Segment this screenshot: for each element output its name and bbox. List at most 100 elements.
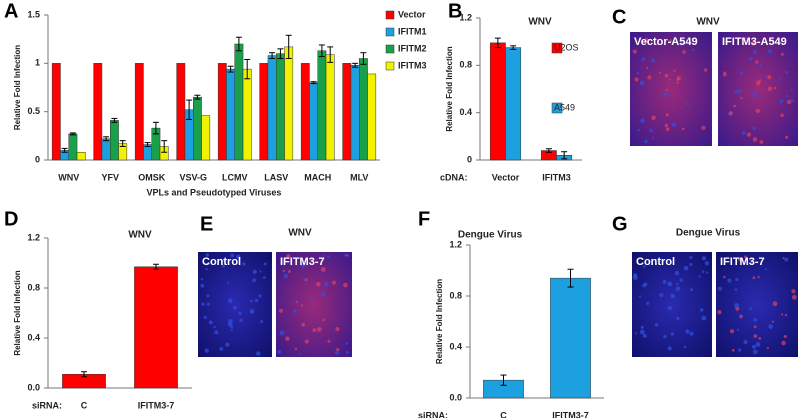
error-bar: [61, 147, 68, 153]
cell-dot: [765, 268, 768, 271]
category-axis-label: cDNA:: [440, 172, 468, 182]
y-tick-label: 0.4: [27, 332, 40, 342]
cell-dot: [736, 328, 739, 331]
cell-dot: [322, 318, 325, 322]
cell-dot: [294, 347, 298, 351]
error-bar: [310, 81, 317, 85]
cell-dot: [717, 310, 722, 315]
cell-dot: [676, 76, 681, 81]
bar: [193, 96, 202, 161]
x-tick-label: LASV: [264, 172, 288, 182]
cell-dot: [782, 257, 785, 260]
cell-dot: [669, 94, 672, 97]
x-tick-label: MACH: [304, 172, 331, 182]
y-tick-label: 0: [35, 154, 40, 164]
cell-dot: [300, 304, 304, 307]
cell-dot: [689, 263, 693, 266]
panel-letter: G: [612, 213, 628, 235]
cell-dot: [640, 326, 644, 329]
cell-dot: [639, 80, 645, 86]
cell-dot: [200, 278, 204, 281]
cell-dot: [752, 92, 758, 98]
cell-dot: [752, 137, 758, 142]
legend-label: U2OS: [554, 42, 579, 52]
cell-dot: [667, 346, 672, 351]
cell-dot: [214, 330, 219, 335]
error-bar: [227, 65, 234, 73]
error-bar: [561, 151, 568, 160]
cell-dot: [649, 128, 653, 133]
cell-dot: [772, 301, 778, 307]
error-bar: [103, 136, 110, 142]
x-axis-label: VPLs and Pseudotyped Viruses: [147, 187, 282, 197]
cell-dot: [743, 340, 748, 345]
cell-dot: [717, 286, 722, 291]
cell-dot: [701, 315, 707, 321]
error-bar: [318, 44, 325, 58]
cell-dot: [679, 278, 683, 282]
cell-dot: [320, 267, 326, 272]
bar: [505, 47, 522, 161]
cell-dot: [723, 71, 727, 75]
error-bar: [119, 140, 126, 147]
cell-dot: [662, 92, 667, 97]
x-tick-label: Vector: [492, 172, 520, 182]
cell-dot: [642, 333, 647, 338]
cell-dot: [723, 275, 726, 279]
y-tick-label: 1.5: [27, 9, 40, 19]
y-axis-label: Relative Fold Infection: [435, 279, 444, 364]
cell-dot: [783, 334, 787, 339]
cell-dot: [228, 322, 233, 327]
error-bar: [567, 268, 574, 288]
cell-dot: [753, 334, 758, 339]
cell-dot: [327, 255, 330, 258]
cell-dot: [206, 262, 210, 266]
cell-dot: [735, 277, 739, 281]
bar: [134, 266, 178, 389]
cell-dot: [298, 352, 301, 355]
cell-dot: [239, 318, 243, 323]
bar: [76, 152, 86, 161]
panel-letter: B: [448, 0, 462, 22]
image-label: Control: [202, 256, 241, 268]
cell-dot: [249, 309, 255, 314]
micrograph: [716, 252, 798, 357]
error-bar: [81, 371, 87, 378]
x-tick-label: WNV: [58, 172, 79, 182]
legend-label: IFITM3: [398, 60, 427, 70]
cell-dot: [316, 327, 322, 332]
cell-dot: [664, 123, 669, 128]
cell-dot: [203, 315, 207, 319]
cell-dot: [729, 111, 733, 116]
cell-dot: [321, 291, 326, 297]
cell-dot: [790, 89, 794, 92]
bar: [134, 63, 144, 161]
cell-dot: [205, 268, 208, 271]
cell-dot: [698, 275, 701, 278]
cell-dot: [676, 81, 679, 84]
cell-dot: [205, 253, 210, 257]
cell-dot: [252, 278, 257, 283]
cell-dot: [260, 319, 264, 324]
bar: [267, 55, 277, 161]
cell-dot: [204, 348, 209, 353]
cell-dot: [678, 42, 683, 46]
bar: [110, 120, 119, 161]
y-tick-label: 1.2: [27, 232, 40, 242]
cell-dot: [201, 302, 205, 306]
panel-letter: D: [4, 208, 18, 230]
cell-dot: [644, 37, 647, 41]
image-label: IFITM3-7: [280, 256, 325, 268]
y-tick-label: 0.4: [459, 107, 472, 117]
cell-dot: [206, 302, 210, 306]
cell-dot: [734, 90, 738, 94]
cell-dot: [304, 278, 308, 282]
cell-dot: [228, 298, 233, 303]
cell-dot: [733, 104, 736, 108]
cell-dot: [345, 342, 349, 345]
image-label: Control: [636, 256, 675, 268]
cell-dot: [741, 131, 746, 135]
cell-dot: [755, 108, 761, 114]
error-bar: [269, 52, 276, 59]
cell-dot: [230, 253, 235, 258]
